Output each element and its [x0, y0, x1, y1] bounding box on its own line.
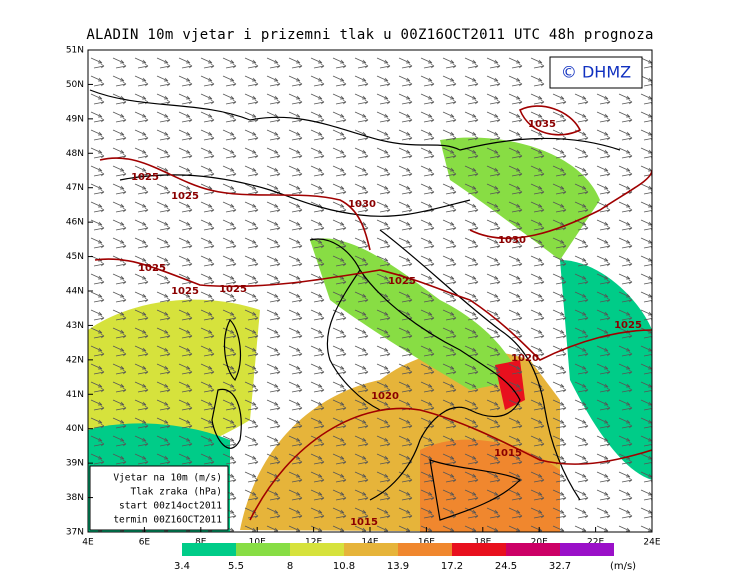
lon-label: 8E: [195, 538, 207, 548]
lat-label: 46N: [66, 218, 84, 228]
lat-label: 45N: [66, 252, 84, 262]
info-line: Vjetar na 10m (m/s): [113, 473, 222, 484]
isobar-lines: [94, 105, 652, 521]
colorbar-label: 32.7: [549, 561, 571, 572]
colorbar-label: 3.4: [174, 561, 190, 572]
lon-label: 4E: [82, 538, 94, 548]
logo-text: © DHMZ: [561, 63, 631, 82]
colorbar-label: 5.5: [228, 561, 244, 572]
lat-label: 50N: [66, 80, 84, 90]
lon-label: 24E: [643, 538, 660, 548]
lat-label: 51N: [66, 46, 84, 56]
info-box-frame: [89, 465, 229, 531]
lat-label: 49N: [66, 114, 84, 124]
logo: © DHMZ: [549, 56, 643, 89]
colorbar-segment: [506, 543, 560, 556]
lat-label: 48N: [66, 149, 84, 159]
lon-label: 20E: [531, 538, 548, 548]
isobar-label: 1025: [614, 320, 642, 331]
lat-label: 39N: [66, 459, 84, 469]
info-box: Vjetar na 10m (m/s) Tlak zraka (hPa) sta…: [89, 465, 229, 531]
colorbar-label: 10.8: [333, 561, 355, 572]
lat-label: 37N: [66, 528, 84, 538]
logo-box: [549, 56, 643, 89]
colorbar-segment: [452, 543, 506, 556]
lon-label: 14E: [361, 538, 378, 548]
info-line: Tlak zraka (hPa): [130, 487, 222, 498]
isobar-label: 1015: [494, 448, 522, 459]
lat-label: 44N: [66, 287, 84, 297]
isobar-label: 1030: [348, 199, 376, 210]
info-line: termin 00Z16OCT2011: [113, 515, 222, 526]
lon-label: 16E: [418, 538, 435, 548]
lat-label: 38N: [66, 493, 84, 503]
colorbar-segment: [290, 543, 344, 556]
isobar-label: 1020: [511, 353, 539, 364]
isobar-label: 1020: [371, 391, 399, 402]
isobar-label: 1025: [138, 263, 166, 274]
colorbar: 3.4 5.5 8 10.8 13.9 17.2 24.5 32.7 (m/s): [174, 543, 636, 572]
isobar-label: 1025: [131, 172, 159, 183]
colorbar-label: 8: [287, 561, 293, 572]
lat-label: 43N: [66, 321, 84, 331]
isobar-label: 1025: [171, 286, 199, 297]
colorbar-label: 17.2: [441, 561, 463, 572]
colorbar-label: 24.5: [495, 561, 517, 572]
coastlines: [89, 89, 621, 521]
isobar-labels: 1025 1025 1030 1035 1030 1025 1025 1025 …: [131, 119, 642, 528]
lat-label: 40N: [66, 424, 84, 434]
lat-label: 41N: [66, 390, 84, 400]
lon-label: 12E: [305, 538, 322, 548]
colorbar-segment: [236, 543, 290, 556]
isobar-label: 1025: [219, 284, 247, 295]
map-title: ALADIN 10m vjetar i prizemni tlak u 00Z1…: [86, 27, 653, 43]
lon-label: 18E: [474, 538, 491, 548]
colorbar-segment: [344, 543, 398, 556]
colorbar-segment: [560, 543, 614, 556]
colorbar-segment: [398, 543, 452, 556]
colorbar-label: 13.9: [387, 561, 409, 572]
info-line: start 00z14oct2011: [119, 501, 222, 512]
lat-label: 42N: [66, 355, 84, 365]
isobar-label: 1025: [171, 191, 199, 202]
colorbar-segment: [182, 543, 236, 556]
colorbar-unit: (m/s): [610, 561, 636, 572]
isobar-label: 1035: [528, 119, 556, 130]
lon-label: 6E: [139, 538, 151, 548]
lon-label: 10E: [249, 538, 266, 548]
isobar-label: 1015: [350, 517, 378, 528]
axes: 51N 50N 49N 48N 47N 46N 45N 44N 43N 42N 41N 40N 39N 3…: [66, 46, 661, 548]
isobar-label: 1030: [498, 235, 526, 246]
lat-label: 47N: [66, 183, 84, 193]
isobar-label: 1025: [388, 276, 416, 287]
lon-label: 22E: [587, 538, 604, 548]
